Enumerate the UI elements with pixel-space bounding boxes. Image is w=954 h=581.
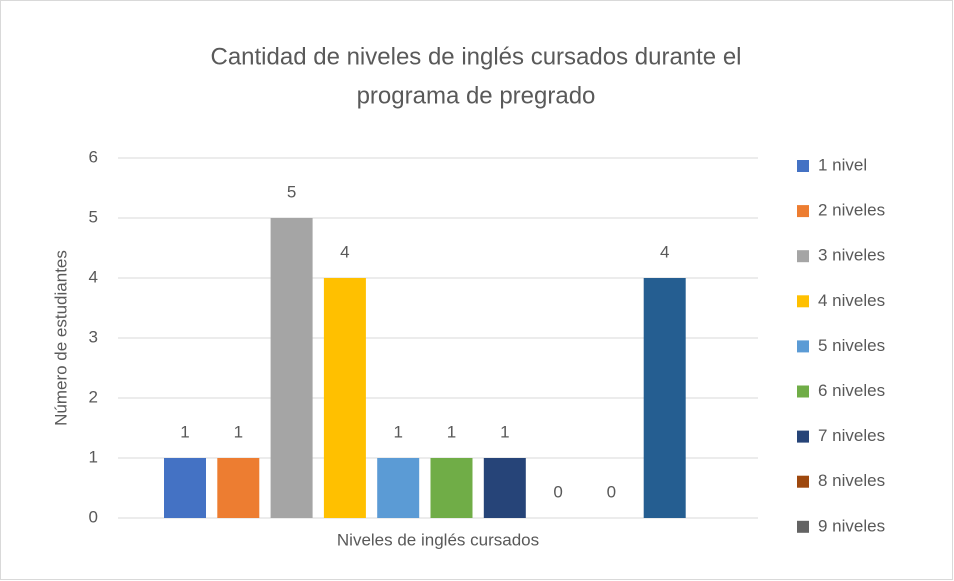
y-axis-label: Número de estudiantes (51, 250, 70, 426)
x-axis-label: Niveles de inglés cursados (337, 530, 539, 549)
legend-swatch (797, 475, 809, 488)
y-tick-label: 4 (89, 267, 98, 286)
bar (643, 278, 686, 518)
y-tick-label: 6 (89, 147, 98, 166)
legend-label: 9 niveles (818, 516, 885, 535)
legend-swatch (797, 340, 809, 353)
y-tick-label: 2 (89, 387, 98, 406)
legend-label: 7 niveles (818, 426, 885, 445)
legend-swatch (797, 295, 809, 308)
bar (164, 458, 206, 518)
legend-swatch (797, 385, 809, 398)
legend-swatch (797, 205, 809, 218)
legend-swatch (797, 160, 809, 172)
chart-title: programa de pregrado (357, 82, 596, 109)
y-tick-label: 1 (89, 447, 98, 466)
bar (217, 458, 260, 518)
legend-label: 8 niveles (818, 471, 885, 490)
bar (483, 458, 526, 518)
data-label: 1 (393, 422, 402, 441)
y-tick-label: 0 (89, 507, 98, 526)
bar (430, 458, 473, 518)
y-tick-label: 3 (89, 327, 98, 346)
data-label: 4 (340, 242, 349, 261)
data-label: 1 (500, 422, 509, 441)
data-label: 5 (287, 182, 296, 201)
legend-label: 4 niveles (818, 291, 885, 310)
data-label: 4 (660, 242, 669, 261)
y-tick-label: 5 (89, 207, 98, 226)
data-label: 1 (234, 422, 243, 441)
data-label: 1 (180, 422, 189, 441)
legend-label: 5 niveles (818, 336, 885, 355)
legend-swatch (797, 250, 809, 263)
legend-label: 6 niveles (818, 381, 885, 400)
bar (323, 278, 366, 518)
legend-label: 2 niveles (818, 201, 885, 220)
legend-label: 3 niveles (818, 246, 885, 265)
legend-label: 1 nivel (818, 155, 867, 174)
chart-title: Cantidad de niveles de inglés cursados d… (210, 43, 741, 70)
bar (270, 218, 313, 518)
data-label: 0 (553, 482, 562, 501)
legend-swatch (797, 430, 809, 443)
legend-swatch (797, 520, 809, 533)
bar (377, 458, 420, 518)
data-label: 0 (607, 482, 616, 501)
data-label: 1 (447, 422, 456, 441)
